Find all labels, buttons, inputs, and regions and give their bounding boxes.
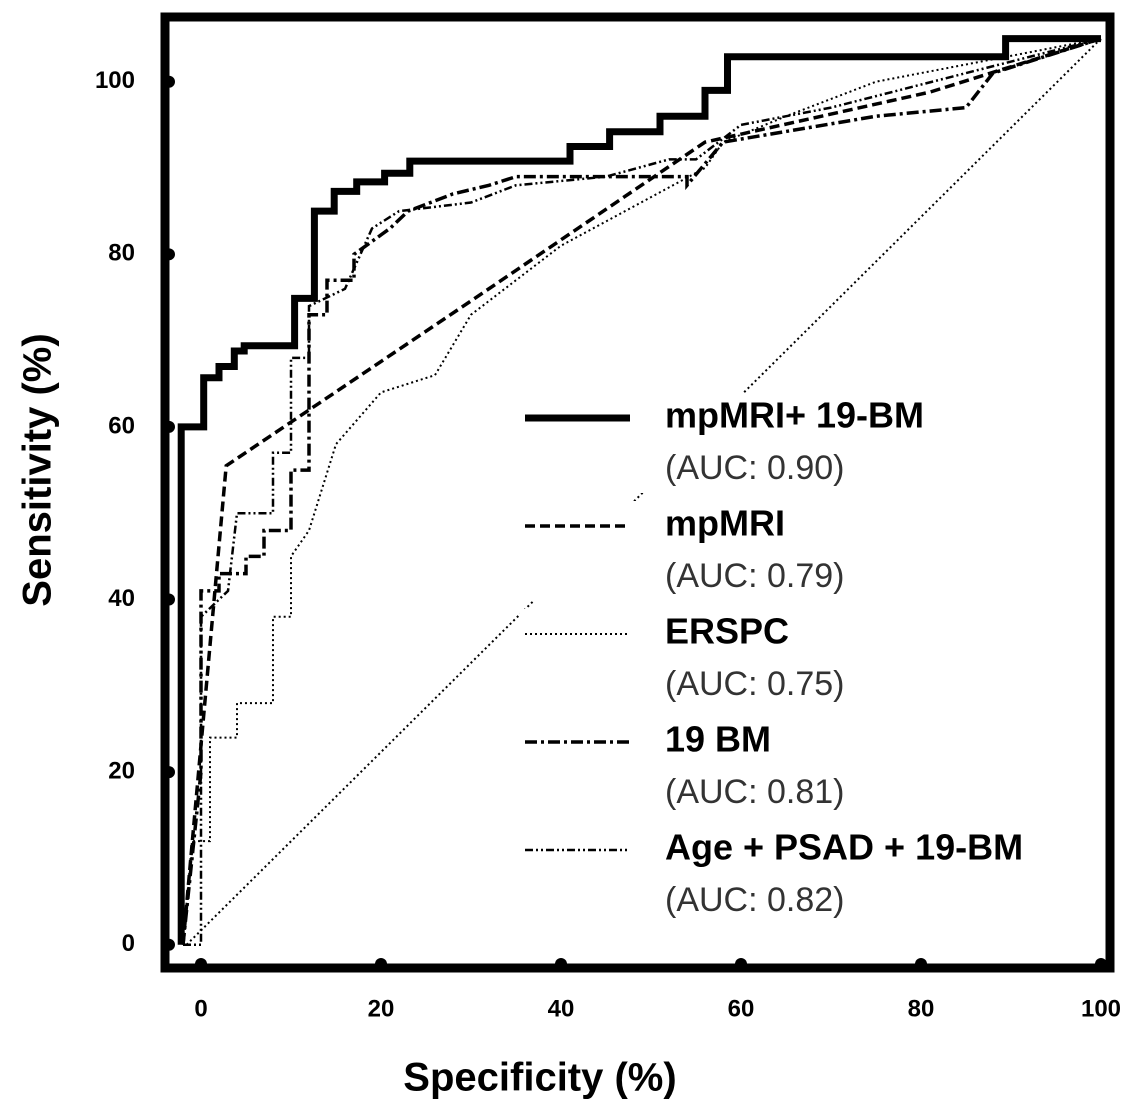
roc-curve bbox=[177, 35, 1101, 945]
x-tick-label: 80 bbox=[908, 995, 935, 1022]
x-tick-label: 100 bbox=[1081, 995, 1121, 1022]
legend-label: ERSPC bbox=[665, 611, 789, 652]
roc-curve bbox=[181, 36, 1102, 945]
x-tick-label: 40 bbox=[548, 995, 575, 1022]
y-tick-label: 100 bbox=[95, 67, 135, 94]
y-tick-label: 40 bbox=[108, 585, 135, 612]
y-tick-label: 0 bbox=[122, 930, 135, 957]
y-tick-label: 80 bbox=[108, 240, 135, 267]
y-tick-label: 60 bbox=[108, 412, 135, 439]
y-tick-label: 20 bbox=[108, 757, 135, 784]
roc-curve bbox=[183, 37, 1102, 946]
legend-label: 19 BM bbox=[665, 719, 771, 760]
legend-bg bbox=[520, 825, 1080, 925]
y-axis-label: Sensitivity (%) bbox=[16, 333, 60, 606]
plot-frame bbox=[160, 12, 1115, 973]
legend-label: Age + PSAD + 19-BM bbox=[665, 827, 1023, 868]
legend-bg bbox=[520, 609, 1080, 709]
legend-auc: (AUC: 0.90) bbox=[665, 449, 845, 487]
legend-label: mpMRI+ 19-BM bbox=[665, 395, 924, 436]
legend-auc: (AUC: 0.79) bbox=[665, 557, 845, 595]
legend-auc: (AUC: 0.82) bbox=[665, 881, 845, 919]
x-tick-label: 20 bbox=[368, 995, 395, 1022]
legend-bg bbox=[520, 393, 1080, 493]
roc-curve bbox=[181, 36, 1102, 945]
legend-bg bbox=[520, 717, 1080, 817]
legend-label: mpMRI bbox=[665, 503, 785, 544]
x-axis-label: Specificity (%) bbox=[403, 1056, 676, 1100]
x-tick-label: 0 bbox=[194, 995, 207, 1022]
legend-auc: (AUC: 0.81) bbox=[665, 773, 845, 811]
x-tick-label: 60 bbox=[728, 995, 755, 1022]
legend-bg bbox=[520, 501, 1080, 601]
legend-auc: (AUC: 0.75) bbox=[665, 665, 845, 703]
